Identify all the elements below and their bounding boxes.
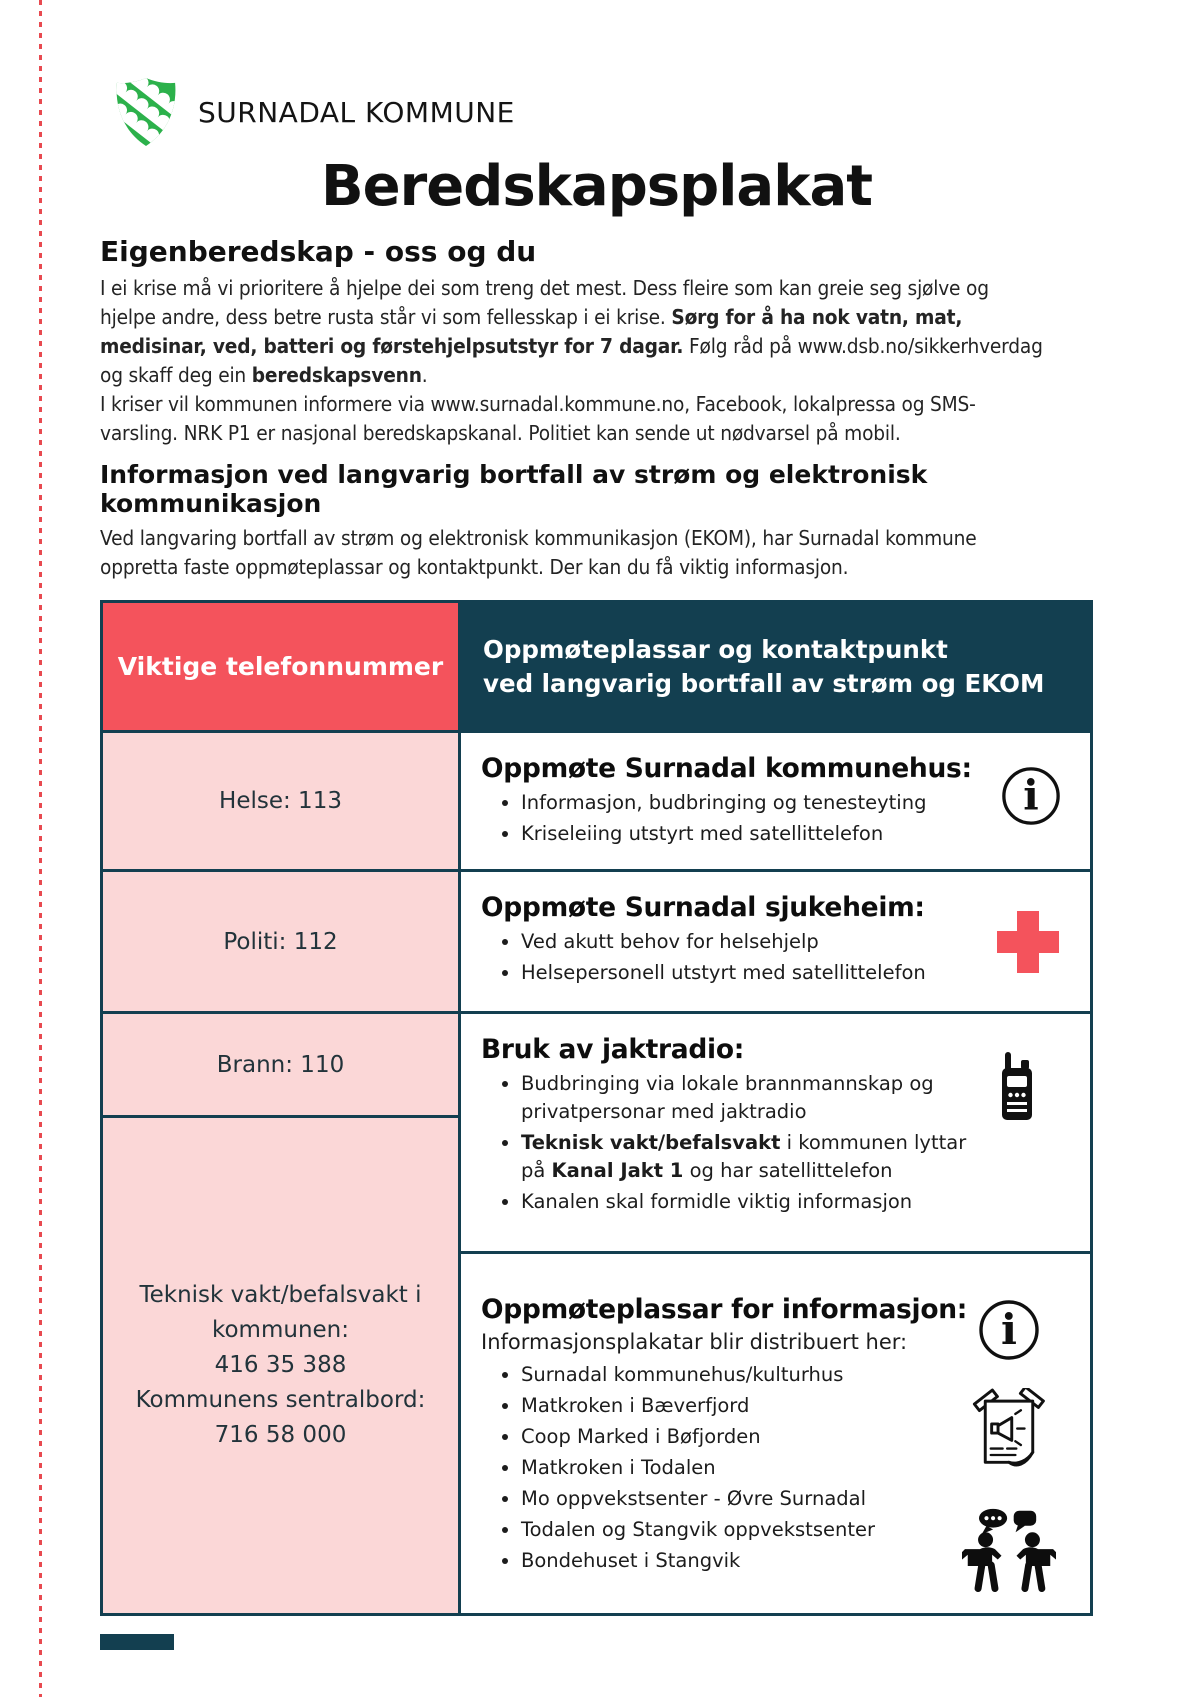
row-jaktradio: Bruk av jaktradio: Budbringing via lokal… <box>461 1011 1090 1251</box>
bullet-text-bold: Kanal Jakt 1 <box>551 1159 684 1182</box>
bullet-text: i kommunen lyttar på <box>521 1131 967 1182</box>
row-sjukeheim: Oppmøte Surnadal sjukeheim: Ved akutt be… <box>461 869 1090 1011</box>
row4-icon-stack: i <box>962 1298 1056 1596</box>
svg-text:i: i <box>1023 772 1038 820</box>
bullet-text: og har satellittelefon <box>683 1159 893 1182</box>
left-dashed-border <box>39 0 42 1697</box>
bullet-text-bold: Teknisk vakt/befalsvakt <box>521 1131 781 1154</box>
poster-icon <box>972 1388 1045 1467</box>
intro-text: . <box>421 363 428 387</box>
bullet-item: Kanalen skal formidle viktig informasjon <box>521 1188 971 1216</box>
row-heading: Bruk av jaktradio: <box>481 1034 745 1065</box>
page-bottom-mark <box>100 1634 174 1650</box>
svg-text:i: i <box>1001 1305 1017 1354</box>
page-title: Beredskapsplakat <box>321 154 873 219</box>
info-icon: i <box>979 1300 1039 1360</box>
info-column: Oppmøteplassar og kontaktpunkt ved langv… <box>458 600 1093 1616</box>
phone-cell-helse: Helse: 113 <box>103 730 458 869</box>
bullet-item: Matkroken i Bæverfjord <box>521 1391 951 1421</box>
info-icon: i <box>1002 767 1060 825</box>
bullet-item: Mo oppvekstsenter - Øvre Surnadal <box>521 1484 951 1514</box>
row-kommunehus: Oppmøte Surnadal kommunehus: Informasjon… <box>461 730 1090 869</box>
bullet-item: Matkroken i Todalen <box>521 1453 951 1483</box>
info-table: Viktige telefonnummer Helse: 113 Politi:… <box>100 600 1093 1616</box>
section-heading-eigenberedskap: Eigenberedskap - oss og du <box>100 235 537 268</box>
phone-column-header: Viktige telefonnummer <box>103 603 458 730</box>
bullet-item: Ved akutt behov for helsehjelp <box>521 928 971 956</box>
phone-line: 716 58 000 <box>214 1422 347 1448</box>
bullet-item: Helsepersonell utstyrt med satellittelef… <box>521 959 971 987</box>
bullet-item: Todalen og Stangvik oppvekstsenter <box>521 1515 951 1545</box>
poster-content: SURNADAL KOMMUNE Beredskapsplakat Eigenb… <box>100 0 1093 1616</box>
phone-line: Kommunens sentralbord: <box>135 1387 426 1413</box>
people-talking-icon <box>962 1508 1056 1593</box>
phone-line: kommunen: <box>211 1317 349 1343</box>
row-oppmoteplassar: Oppmøteplassar for informasjon: Informas… <box>461 1251 1090 1613</box>
phone-column: Viktige telefonnummer Helse: 113 Politi:… <box>100 600 461 1616</box>
bullet-item: Teknisk vakt/befalsvakt i kommunen lytta… <box>521 1129 971 1185</box>
phone-header-label: Viktige telefonnummer <box>117 652 444 681</box>
bullet-item: Surnadal kommunehus/kulturhus <box>521 1360 951 1390</box>
phone-cell-brann: Brann: 110 <box>103 1011 458 1115</box>
intro-text: Følg råd på www.dsb.no/sikkerhverdag og … <box>100 334 1043 387</box>
section-heading-informasjon: Informasjon ved langvarig bortfall av st… <box>100 460 928 518</box>
row-heading: Oppmøte Surnadal sjukeheim: <box>481 892 925 923</box>
bullet-item: Kriseleiing utstyrt med satellittelefon <box>521 820 971 848</box>
municipality-crest-icon <box>116 78 176 146</box>
phone-cell-politi: Politi: 112 <box>103 869 458 1011</box>
bullet-item: Budbringing via lokale brannmannskap og … <box>521 1070 971 1126</box>
intro-text-bold: Sørg for å ha nok vatn, mat, medisinar, … <box>100 305 963 358</box>
red-cross-icon <box>997 911 1059 973</box>
logo-text: SURNADAL KOMMUNE <box>198 95 515 129</box>
phone-line: Teknisk vakt/befalsvakt i <box>139 1282 422 1308</box>
phone-line: 416 35 388 <box>214 1352 347 1378</box>
bullet-item: Bondehuset i Stangvik <box>521 1546 951 1576</box>
walkie-talkie-icon <box>1002 1052 1032 1120</box>
intro-paragraph-2: I kriser vil kommunen informere via www.… <box>100 392 976 445</box>
info-paragraph: Ved langvaring bortfall av strøm og elek… <box>100 526 977 579</box>
bullet-item: Informasjon, budbringing og tenesteyting <box>521 789 971 817</box>
phone-cell-teknisk-vakt: Teknisk vakt/befalsvakt i kommunen: 416 35… <box>103 1115 458 1613</box>
info-header-line: ved langvarig bortfall av strøm og EKOM <box>483 668 1045 698</box>
intro-text: I ei krise må vi prioritere å hjelpe dei… <box>100 276 989 329</box>
row-heading: Oppmøte Surnadal kommunehus: <box>481 753 972 784</box>
intro-paragraph-1: I ei krise må vi prioritere å hjelpe dei… <box>100 274 1043 390</box>
intro-text-bold: beredskapsvenn <box>251 363 422 387</box>
info-header-line: Oppmøteplassar og kontaktpunkt <box>483 634 948 664</box>
info-column-header: Oppmøteplassar og kontaktpunkt ved langv… <box>461 603 1090 730</box>
logo: SURNADAL KOMMUNE <box>114 76 1093 148</box>
row-heading: Oppmøteplassar for informasjon: <box>481 1294 968 1325</box>
row-subheading: Informasjonsplakatar blir distribuert he… <box>481 1330 908 1354</box>
bullet-item: Coop Marked i Bøfjorden <box>521 1422 951 1452</box>
